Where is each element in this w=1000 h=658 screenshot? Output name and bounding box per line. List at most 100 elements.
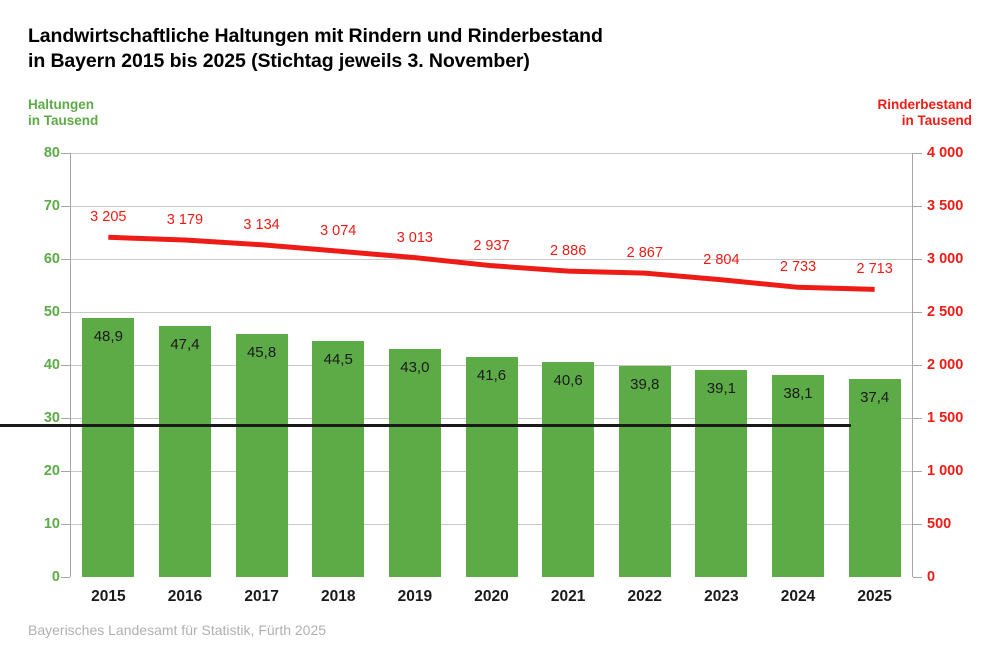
line-value-label: 3 074 [320, 223, 357, 240]
bar[interactable] [82, 317, 135, 577]
bar[interactable] [465, 356, 518, 577]
x-axis-tick-label: 2021 [550, 588, 586, 605]
bar[interactable] [618, 366, 671, 577]
x-axis-baseline [0, 424, 851, 427]
x-axis-tick-labels: 2015 2016 2017 2018 2019 2020 2021 2022 2023 2024… [70, 589, 913, 611]
gridline [70, 259, 913, 260]
bar-value-label: 39,1 [706, 379, 736, 397]
left-axis-tick-label: 10 [43, 516, 60, 532]
x-axis-tick-label: 2015 [91, 588, 126, 605]
right-axis-tick-label: 3 500 [927, 198, 964, 214]
left-axis-tick-labels: 0 10 20 30 40 50 60 70 80 [26, 146, 60, 584]
right-axis-tick-label: 500 [927, 516, 952, 532]
line-value-label: 2 733 [779, 259, 817, 276]
x-axis-tick-label: 2019 [397, 588, 433, 605]
axis-tick [61, 259, 70, 260]
right-axis-title-line-1: Rinderbestand [877, 97, 972, 112]
bar-value-label: 41,6 [476, 366, 507, 384]
axis-tick [61, 418, 70, 419]
bar-value-label: 38,1 [783, 385, 813, 403]
axis-tick [913, 418, 922, 419]
title-line-2: in Bayern 2015 bis 2025 (Stichtag jeweil… [28, 50, 530, 72]
line-value-label: 3 134 [243, 216, 280, 233]
bar[interactable] [388, 349, 441, 577]
bar[interactable] [848, 378, 901, 577]
bar-value-label: 48,9 [93, 327, 123, 345]
right-axis-title-line-2: in Tausend [901, 112, 972, 128]
left-axis-title: Haltungen in Tausend [28, 97, 98, 128]
bar-value-label: 45,8 [246, 344, 277, 362]
left-axis-tick-label: 0 [51, 569, 60, 585]
bar-value-label: 47,4 [170, 335, 200, 353]
line-series [108, 234, 875, 292]
right-axis-tick-label: 3 000 [927, 251, 964, 267]
bar[interactable] [158, 325, 211, 577]
left-axis-tick-label: 30 [43, 410, 60, 426]
line-value-label: 3 179 [166, 212, 204, 229]
right-axis-title: Rinderbestand in Tausend [877, 97, 972, 128]
bar[interactable] [695, 369, 748, 577]
axis-tick [61, 524, 70, 525]
right-axis-line [912, 153, 913, 577]
axis-tick [913, 365, 922, 366]
left-axis-tick-label: 40 [43, 357, 60, 373]
bar-value-label: 40,6 [553, 371, 583, 389]
line-value-label: 2 713 [856, 261, 893, 278]
left-axis-title-line-1: Haltungen [28, 97, 94, 112]
source-footer: Bayerisches Landesamt für Statistik, Für… [28, 622, 327, 638]
left-axis-tick-label: 20 [43, 463, 60, 479]
x-axis-tick-label: 2023 [704, 588, 739, 605]
axis-tick [913, 312, 922, 313]
line-value-label: 3 013 [396, 229, 433, 246]
right-axis-tick-label: 2 500 [927, 304, 964, 320]
page-title: Landwirtschaftliche Haltungen mit Rinder… [28, 24, 848, 74]
axis-tick [61, 365, 70, 366]
right-axis-tick-label: 2 000 [927, 357, 964, 373]
x-axis-tick-label: 2020 [474, 588, 509, 605]
axis-tick [61, 471, 70, 472]
x-axis-tick-label: 2017 [244, 588, 279, 605]
right-axis-tick-label: 0 [927, 569, 936, 585]
bar[interactable] [542, 361, 595, 577]
x-axis-tick-label: 2025 [857, 588, 892, 605]
axis-tick [61, 312, 70, 313]
axis-tick [913, 259, 922, 260]
axis-tick [913, 153, 922, 154]
bar[interactable] [235, 334, 288, 577]
line-value-label: 2 886 [549, 243, 587, 260]
left-axis-title-line-2: in Tausend [28, 112, 99, 128]
bar[interactable] [772, 375, 825, 577]
x-axis-tick-label: 2018 [320, 588, 356, 605]
x-axis-tick-label: 2024 [780, 588, 816, 605]
line-value-label: 2 867 [626, 245, 663, 262]
bar[interactable] [312, 341, 365, 577]
bar-value-label: 37,4 [860, 388, 890, 406]
bar-value-label: 43,0 [400, 359, 430, 377]
right-axis-tick-label: 4 000 [927, 145, 964, 161]
gridline [70, 312, 913, 313]
bar-value-label: 44,5 [323, 351, 353, 369]
line-value-label: 2 937 [473, 237, 510, 254]
axis-tick [913, 524, 922, 525]
line-value-label: 2 804 [703, 251, 740, 268]
axis-tick [913, 577, 922, 578]
axis-tick [61, 577, 70, 578]
gridline [70, 153, 913, 154]
left-axis-line [70, 153, 71, 577]
left-axis-tick-label: 60 [43, 251, 60, 267]
line-value-label: 3 205 [90, 209, 127, 226]
title-line-1: Landwirtschaftliche Haltungen mit Rinder… [28, 25, 603, 47]
left-axis-tick-label: 70 [43, 198, 60, 214]
plot-area: 48,9 47,4 45,8 44,5 43,0 41,6 40,6 39,8 39,1 38,1… [61, 153, 922, 578]
axis-tick [61, 206, 70, 207]
x-axis-tick-label: 2022 [627, 588, 662, 605]
axis-tick [61, 153, 70, 154]
right-axis-tick-label: 1 500 [927, 410, 964, 426]
axis-tick [913, 206, 922, 207]
gridline [70, 206, 913, 207]
left-axis-tick-label: 80 [43, 145, 60, 161]
right-axis-tick-labels: 0 500 1 000 1 500 2 000 2 500 3 000 3 500 4 000 [927, 146, 993, 584]
x-axis-tick-label: 2016 [167, 588, 203, 605]
axis-tick [913, 471, 922, 472]
